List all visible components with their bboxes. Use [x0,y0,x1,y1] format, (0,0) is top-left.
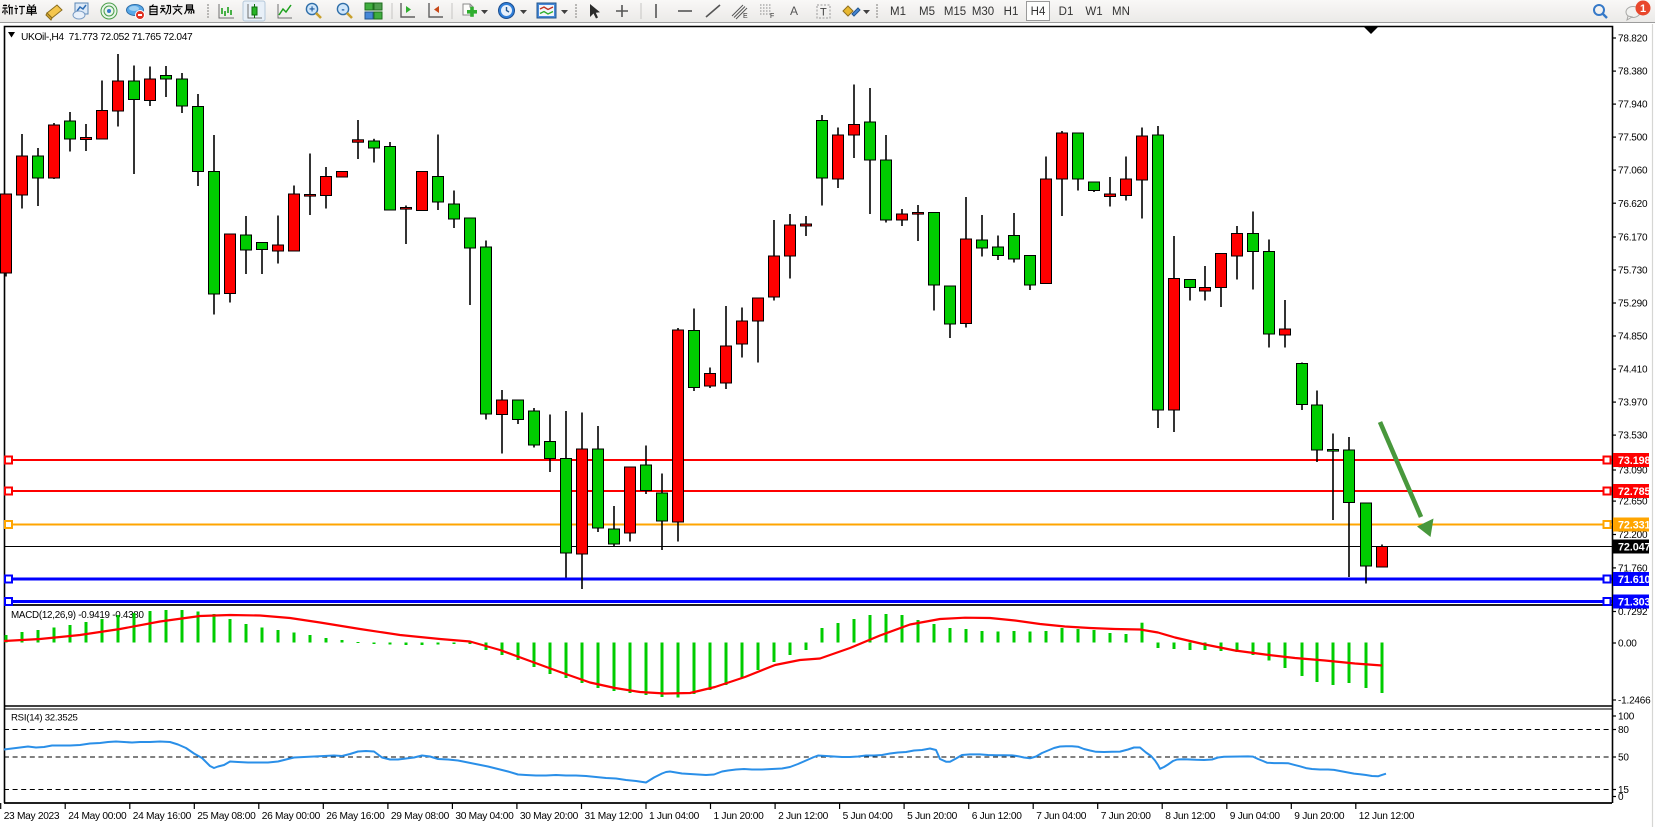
svg-text:80: 80 [1618,725,1629,736]
svg-text:7 Jun 04:00: 7 Jun 04:00 [1036,811,1087,822]
svg-text:75.730: 75.730 [1618,266,1648,277]
svg-text:1 Jun 04:00: 1 Jun 04:00 [649,811,700,822]
svg-text:0.7292: 0.7292 [1618,607,1648,618]
svg-text:77.940: 77.940 [1618,100,1648,111]
svg-text:8 Jun 12:00: 8 Jun 12:00 [1165,811,1216,822]
svg-text:A: A [790,4,798,18]
svg-text:30 May 20:00: 30 May 20:00 [520,811,579,822]
svg-text:71.303: 71.303 [1618,597,1651,609]
svg-text:2 Jun 12:00: 2 Jun 12:00 [778,811,829,822]
svg-text:F: F [770,13,774,20]
svg-text:78.380: 78.380 [1618,67,1648,78]
svg-text:0: 0 [1618,792,1624,803]
svg-text:5 Jun 04:00: 5 Jun 04:00 [843,811,894,822]
svg-text:71.760: 71.760 [1618,564,1648,575]
svg-text:72.331: 72.331 [1618,520,1651,532]
svg-text:RSI(14) 32.3525: RSI(14) 32.3525 [11,713,78,724]
svg-text:1: 1 [1640,3,1646,15]
svg-text:7 Jun 20:00: 7 Jun 20:00 [1101,811,1152,822]
svg-text:50: 50 [1618,753,1629,764]
svg-text:15: 15 [1618,785,1629,796]
svg-text:1 Jun 20:00: 1 Jun 20:00 [714,811,765,822]
svg-text:+: + [309,5,315,16]
svg-text:M15: M15 [944,6,966,18]
svg-text:E: E [743,13,748,20]
svg-text:D1: D1 [1059,6,1074,18]
svg-text:9 Jun 04:00: 9 Jun 04:00 [1230,811,1281,822]
svg-text:72.650: 72.650 [1618,497,1648,508]
svg-text:T: T [820,7,827,19]
svg-text:30 May 04:00: 30 May 04:00 [455,811,514,822]
svg-text:M5: M5 [919,6,935,18]
svg-text:71.610: 71.610 [1618,574,1651,586]
svg-text:25 May 08:00: 25 May 08:00 [197,811,256,822]
svg-text:5 Jun 20:00: 5 Jun 20:00 [907,811,958,822]
svg-text:H1: H1 [1004,6,1019,18]
svg-text:76.620: 76.620 [1618,199,1648,210]
svg-text:6 Jun 12:00: 6 Jun 12:00 [972,811,1023,822]
svg-text:73.090: 73.090 [1618,466,1648,477]
svg-text:31 May 12:00: 31 May 12:00 [585,811,644,822]
svg-text:73.530: 73.530 [1618,431,1648,442]
svg-text:26 May 16:00: 26 May 16:00 [326,811,385,822]
svg-text:9 Jun 20:00: 9 Jun 20:00 [1294,811,1345,822]
svg-text:26 May 00:00: 26 May 00:00 [262,811,321,822]
svg-text:0.00: 0.00 [1618,639,1637,650]
svg-text:24 May 00:00: 24 May 00:00 [68,811,127,822]
svg-text:MN: MN [1112,6,1130,18]
svg-text:-1.2466: -1.2466 [1618,696,1651,707]
svg-text:73.970: 73.970 [1618,398,1648,409]
svg-text:H4: H4 [1031,6,1046,18]
svg-text:W1: W1 [1085,6,1102,18]
svg-text:100: 100 [1618,712,1635,723]
svg-text:-: - [341,5,344,16]
svg-text:72.200: 72.200 [1618,530,1648,541]
svg-text:24 May 16:00: 24 May 16:00 [133,811,192,822]
svg-text:74.410: 74.410 [1618,365,1648,376]
svg-text:72.047: 72.047 [1618,542,1651,554]
svg-text:MACD(12,26,9) -0.9419 -0.4380: MACD(12,26,9) -0.9419 -0.4380 [11,610,145,621]
svg-text:12 Jun 12:00: 12 Jun 12:00 [1359,811,1415,822]
svg-text:23 May 2023: 23 May 2023 [4,811,60,822]
svg-text:78.820: 78.820 [1618,34,1648,45]
svg-text:29 May 08:00: 29 May 08:00 [391,811,450,822]
svg-text:M1: M1 [890,6,906,18]
svg-text:73.198: 73.198 [1618,455,1651,467]
svg-text:75.290: 75.290 [1618,299,1648,310]
svg-text:M30: M30 [972,6,994,18]
svg-text:76.170: 76.170 [1618,233,1648,244]
svg-text:77.060: 77.060 [1618,166,1648,177]
svg-text:77.500: 77.500 [1618,133,1648,144]
svg-text:72.785: 72.785 [1618,486,1651,498]
svg-text:74.850: 74.850 [1618,332,1648,343]
svg-text:UKOil-,H4 71.773 72.052 71.76: UKOil-,H4 71.773 72.052 71.765 72.047 [21,32,193,43]
